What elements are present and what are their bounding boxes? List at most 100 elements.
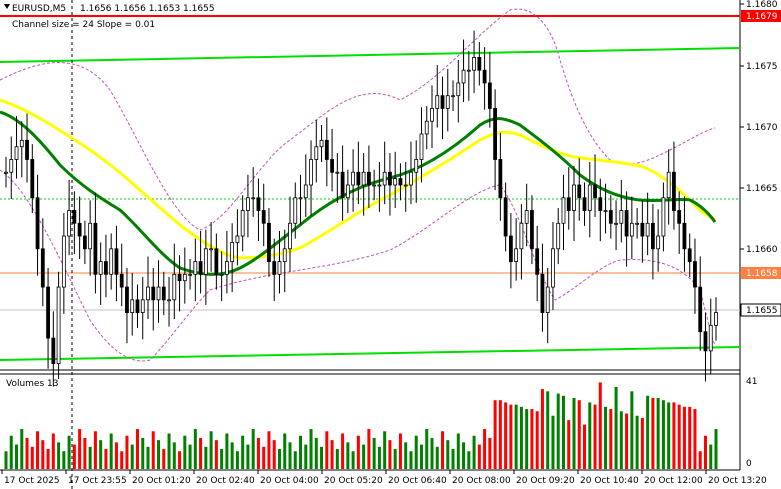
candle-body[interactable] <box>25 139 29 160</box>
candle-body[interactable] <box>435 95 440 109</box>
candle-body[interactable] <box>540 273 545 313</box>
candle-body[interactable] <box>687 248 692 262</box>
candle-body[interactable] <box>414 159 419 173</box>
candle-body[interactable] <box>267 222 271 262</box>
candle-body[interactable] <box>640 222 645 237</box>
candle-body[interactable] <box>177 273 182 282</box>
candle-body[interactable] <box>335 171 340 174</box>
candle-body[interactable] <box>104 261 108 275</box>
candle-body[interactable] <box>40 248 45 288</box>
candle-body[interactable] <box>125 286 129 313</box>
candle-body[interactable] <box>119 273 124 288</box>
candle-body[interactable] <box>708 324 713 352</box>
candle-body[interactable] <box>324 139 329 160</box>
candle-body[interactable] <box>551 248 555 288</box>
candle-body[interactable] <box>456 82 461 97</box>
candle-body[interactable] <box>693 261 697 288</box>
candle-body[interactable] <box>9 159 14 173</box>
candle-body[interactable] <box>35 197 40 250</box>
candle-body[interactable] <box>61 235 66 288</box>
candle-body[interactable] <box>409 171 413 186</box>
candle-body[interactable] <box>293 197 298 224</box>
candle-body[interactable] <box>377 184 382 187</box>
candle-body[interactable] <box>487 82 492 109</box>
candle-body[interactable] <box>466 69 471 72</box>
candle-body[interactable] <box>156 286 161 301</box>
candle-body[interactable] <box>561 197 566 224</box>
candle-body[interactable] <box>72 210 77 224</box>
candle-body[interactable] <box>482 69 487 84</box>
candle-body[interactable] <box>282 248 287 262</box>
candle-body[interactable] <box>608 210 613 224</box>
candle-body[interactable] <box>403 184 408 187</box>
candle-body[interactable] <box>635 222 640 225</box>
candle-body[interactable] <box>582 197 587 211</box>
candle-body[interactable] <box>598 197 603 211</box>
candle-body[interactable] <box>51 337 56 365</box>
candle-body[interactable] <box>535 248 540 275</box>
candle-body[interactable] <box>272 261 277 275</box>
candle-body[interactable] <box>19 139 24 148</box>
candle-body[interactable] <box>151 286 156 301</box>
candle-body[interactable] <box>677 210 682 224</box>
candle-body[interactable] <box>398 178 403 186</box>
candle-body[interactable] <box>698 286 703 333</box>
candle-body[interactable] <box>288 222 292 250</box>
candle-body[interactable] <box>230 242 235 262</box>
candle-body[interactable] <box>424 120 429 135</box>
candle-body[interactable] <box>303 184 308 199</box>
candle-body[interactable] <box>309 159 313 186</box>
candle-body[interactable] <box>240 210 245 237</box>
candle-body[interactable] <box>93 222 98 275</box>
candle-body[interactable] <box>203 248 208 275</box>
candle-body[interactable] <box>508 235 513 262</box>
candle-body[interactable] <box>524 210 529 224</box>
candle-body[interactable] <box>246 197 250 211</box>
candle-body[interactable] <box>219 273 224 276</box>
candle-body[interactable] <box>519 222 524 250</box>
candle-body[interactable] <box>277 261 282 275</box>
candle-body[interactable] <box>503 197 508 237</box>
candle-body[interactable] <box>330 159 334 173</box>
candle-body[interactable] <box>477 57 482 71</box>
candle-body[interactable] <box>672 171 676 211</box>
candle-body[interactable] <box>430 108 434 122</box>
channel-lower-line[interactable] <box>0 346 741 361</box>
channel-upper-line[interactable] <box>0 47 741 63</box>
candle-body[interactable] <box>345 184 350 199</box>
candle-body[interactable] <box>624 210 629 237</box>
candle-body[interactable] <box>56 286 61 365</box>
candle-body[interactable] <box>577 184 582 199</box>
candle-body[interactable] <box>545 286 550 313</box>
candle-body[interactable] <box>451 95 455 98</box>
candle-body[interactable] <box>256 197 261 211</box>
candle-body[interactable] <box>182 273 187 282</box>
candle-body[interactable] <box>30 159 35 199</box>
candle-body[interactable] <box>298 197 303 200</box>
candle-body[interactable] <box>619 210 624 224</box>
candle-body[interactable] <box>566 197 571 211</box>
candle-body[interactable] <box>530 210 534 250</box>
candle-body[interactable] <box>703 331 708 352</box>
candle-body[interactable] <box>587 184 592 211</box>
candles-group[interactable] <box>4 30 718 387</box>
candle-body[interactable] <box>393 178 398 186</box>
candle-body[interactable] <box>235 235 240 243</box>
candle-body[interactable] <box>82 235 87 250</box>
price-pane[interactable] <box>0 0 741 489</box>
candle-body[interactable] <box>340 171 345 199</box>
candle-body[interactable] <box>214 248 219 275</box>
candle-body[interactable] <box>98 261 103 275</box>
candle-body[interactable] <box>319 139 324 148</box>
candle-body[interactable] <box>645 222 650 237</box>
candle-body[interactable] <box>714 312 718 326</box>
candle-body[interactable] <box>261 210 266 224</box>
candle-body[interactable] <box>4 171 8 174</box>
candle-body[interactable] <box>88 222 93 250</box>
candle-body[interactable] <box>514 248 519 262</box>
candle-body[interactable] <box>682 222 687 250</box>
candle-body[interactable] <box>366 171 371 186</box>
candle-body[interactable] <box>130 299 135 313</box>
candle-body[interactable] <box>629 222 634 237</box>
